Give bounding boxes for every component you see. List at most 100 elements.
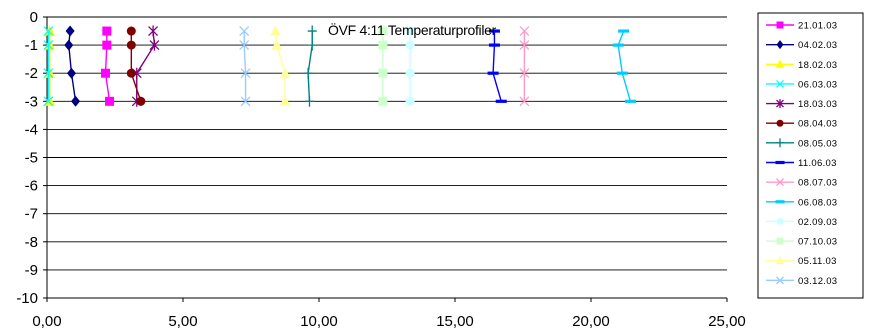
series-line bbox=[617, 30, 632, 102]
legend-label: 11.06.03 bbox=[798, 158, 837, 169]
data-point bbox=[775, 160, 785, 165]
data-point bbox=[105, 96, 115, 106]
y-tick-label: -6 bbox=[25, 178, 38, 195]
legend-item: 08.07.03 bbox=[766, 178, 837, 189]
data-point bbox=[776, 79, 784, 88]
legend-label: 03.12.03 bbox=[798, 276, 837, 287]
legend-label: 05.11.03 bbox=[798, 256, 837, 267]
data-point bbox=[102, 26, 112, 36]
series-line bbox=[104, 31, 111, 102]
data-point bbox=[519, 26, 530, 37]
data-point bbox=[519, 40, 530, 51]
data-point bbox=[776, 178, 784, 187]
data-point bbox=[776, 21, 784, 29]
data-point bbox=[405, 26, 415, 36]
x-tick-label: 5,00 bbox=[168, 313, 197, 330]
series-05.11.03 bbox=[269, 25, 291, 106]
legend-item: 06.08.03 bbox=[766, 197, 837, 208]
legend-item: 11.06.03 bbox=[766, 158, 837, 169]
chart-title: ÖVF 4:11 Temperaturprofiler bbox=[328, 21, 497, 38]
legend-label: 21.01.03 bbox=[798, 21, 837, 32]
data-point bbox=[618, 29, 630, 33]
data-point bbox=[304, 95, 314, 107]
data-point bbox=[776, 276, 784, 285]
series-08.04.03 bbox=[126, 26, 146, 106]
x-tick-label: 20,00 bbox=[572, 313, 610, 330]
legend-label: 06.03.03 bbox=[798, 79, 837, 90]
data-point bbox=[43, 96, 54, 107]
legend-label: 04.02.03 bbox=[798, 40, 837, 51]
series-03.12.03 bbox=[239, 26, 251, 107]
series-21.01.03 bbox=[100, 26, 115, 106]
y-tick-label: -1 bbox=[25, 37, 38, 54]
y-tick-label: -5 bbox=[25, 150, 38, 167]
data-point bbox=[495, 99, 507, 103]
legend-item: 02.09.03 bbox=[766, 217, 837, 228]
data-point bbox=[303, 67, 313, 79]
data-point bbox=[126, 68, 136, 78]
y-tick-label: -8 bbox=[25, 234, 38, 251]
series-layer bbox=[43, 25, 636, 107]
legend-item: 18.02.03 bbox=[766, 59, 837, 71]
data-point bbox=[487, 71, 499, 75]
axes: 0 -1 -2 -3 -4 -5 -6 -7 -8 -9 -10 0,00 5,00 10,00 15,00… bbox=[16, 9, 745, 330]
data-point bbox=[102, 40, 112, 50]
data-point bbox=[776, 119, 784, 127]
legend-item: 06.03.03 bbox=[766, 79, 837, 90]
legend-item: 07.10.03 bbox=[766, 237, 837, 248]
y-tick-label: -7 bbox=[25, 206, 38, 223]
legend-item: 04.02.03 bbox=[766, 40, 837, 51]
legend-label: 08.04.03 bbox=[798, 119, 837, 130]
legend-label: 02.09.03 bbox=[798, 217, 837, 228]
series-line bbox=[243, 31, 247, 102]
series-08.07.03 bbox=[519, 26, 530, 107]
series-11.06.03 bbox=[487, 29, 507, 103]
data-point bbox=[126, 26, 136, 36]
series-line bbox=[492, 31, 502, 102]
legend-item: 05.11.03 bbox=[766, 256, 837, 267]
legend: 21.01.03 04.02.03 18.02.03 06.03.03 18.03.03… bbox=[757, 12, 864, 299]
series-07.10.03 bbox=[378, 26, 388, 106]
data-point bbox=[776, 99, 784, 109]
legend-box bbox=[757, 12, 864, 299]
data-point bbox=[378, 68, 388, 78]
data-point bbox=[378, 40, 388, 50]
legend-item: 18.03.03 bbox=[766, 99, 837, 110]
data-point bbox=[43, 40, 54, 51]
y-tick-label: -2 bbox=[25, 65, 38, 82]
data-point bbox=[126, 40, 136, 50]
data-point bbox=[149, 39, 160, 51]
grid-lines bbox=[47, 16, 727, 271]
y-tick-label: -9 bbox=[25, 262, 38, 279]
data-point bbox=[775, 256, 785, 265]
data-point bbox=[279, 67, 291, 78]
series-line bbox=[307, 31, 313, 102]
data-point bbox=[307, 25, 317, 37]
data-point bbox=[65, 25, 75, 37]
legend-label: 07.10.03 bbox=[798, 237, 837, 248]
y-tick-label: -3 bbox=[25, 93, 38, 110]
legend-item: 03.12.03 bbox=[766, 276, 837, 287]
data-point bbox=[239, 40, 250, 51]
series-line bbox=[130, 31, 142, 102]
x-tick-label: 25,00 bbox=[708, 313, 746, 330]
data-point bbox=[405, 40, 415, 50]
legend-label: 18.03.03 bbox=[798, 99, 837, 110]
legend-label: 18.02.03 bbox=[798, 60, 837, 71]
data-point bbox=[136, 96, 146, 106]
series-04.02.03 bbox=[64, 25, 81, 107]
data-point bbox=[405, 96, 415, 106]
data-point bbox=[775, 59, 785, 68]
data-point bbox=[43, 26, 54, 37]
data-point bbox=[519, 68, 530, 79]
data-point bbox=[616, 71, 628, 75]
x-tick-label: 0,00 bbox=[32, 313, 61, 330]
y-tick-label: -4 bbox=[25, 121, 38, 138]
data-point bbox=[43, 68, 54, 79]
data-point bbox=[775, 200, 785, 204]
data-point bbox=[66, 67, 76, 79]
x-tick-label: 10,00 bbox=[300, 313, 338, 330]
series-06.08.03 bbox=[612, 29, 636, 103]
series-06.03.03 bbox=[43, 26, 54, 107]
